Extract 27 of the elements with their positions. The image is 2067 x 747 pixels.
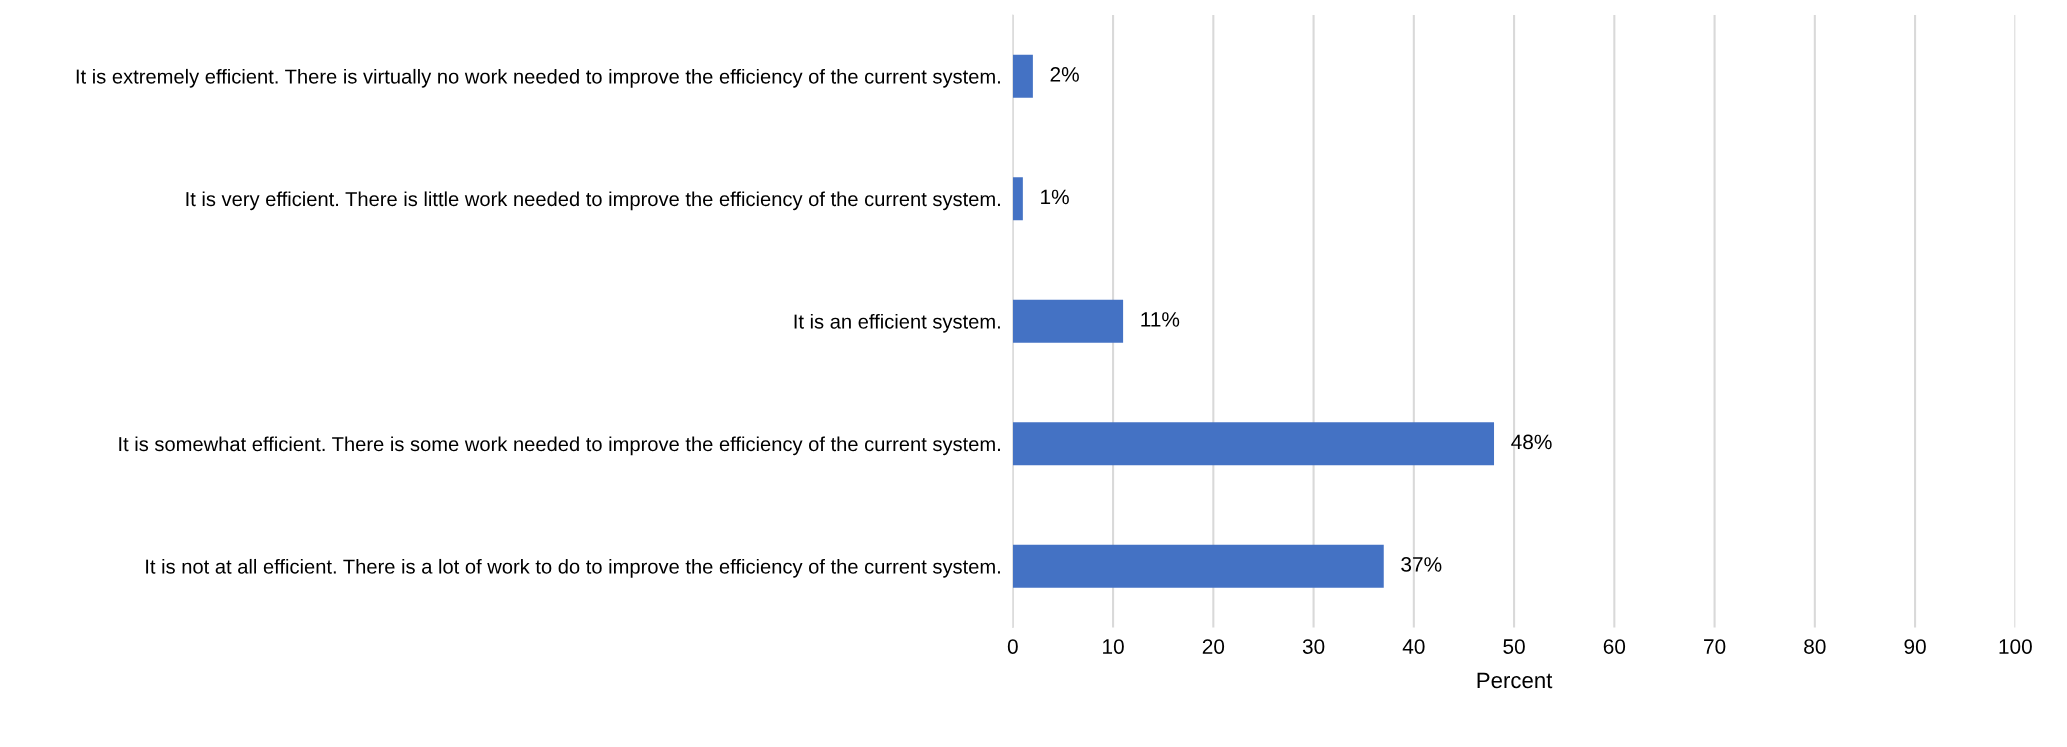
y-tick-label: It is an efficient system. [794, 313, 1000, 333]
x-tick-label: 50 [1503, 639, 1525, 654]
data-label: 37% [1401, 557, 1442, 572]
y-tick-label: It is very efficient. There is little work needed to improve the efficiency of the current system. [186, 191, 1000, 211]
x-tick-label: 10 [1103, 639, 1124, 654]
bar [1012, 422, 1495, 466]
data-label: 1% [1041, 189, 1069, 205]
x-tick-label: 30 [1302, 639, 1325, 654]
x-tick-label: 60 [1603, 639, 1626, 654]
bar [1012, 544, 1384, 588]
x-tick-label: 70 [1704, 639, 1726, 654]
data-label: 11% [1141, 312, 1180, 327]
x-tick-label: 90 [1904, 639, 1926, 654]
x-tick-label: 100 [1999, 639, 2032, 654]
bar [1012, 299, 1124, 343]
bar [1012, 54, 1033, 98]
data-label: 2% [1050, 67, 1079, 82]
y-tick-label: It is somewhat efficient. There is some work needed to improve the efficiency of the current system. [119, 436, 1000, 456]
x-tick-label: 80 [1804, 639, 1826, 654]
x-tick-label: 0 [1007, 639, 1018, 654]
x-axis-title: Percent [1477, 672, 1553, 689]
y-tick-label: It is not at all efficient. There is a lot of work to do to improve the efficiency of the current system. [146, 558, 1000, 578]
x-tick-label: 40 [1402, 639, 1425, 654]
bar [1012, 177, 1023, 221]
y-tick-label: It is extremely efficient. There is virtually no work needed to improve the efficiency of the current system. [76, 68, 1000, 88]
x-tick-label: 20 [1202, 639, 1225, 654]
data-label: 48% [1511, 434, 1552, 450]
